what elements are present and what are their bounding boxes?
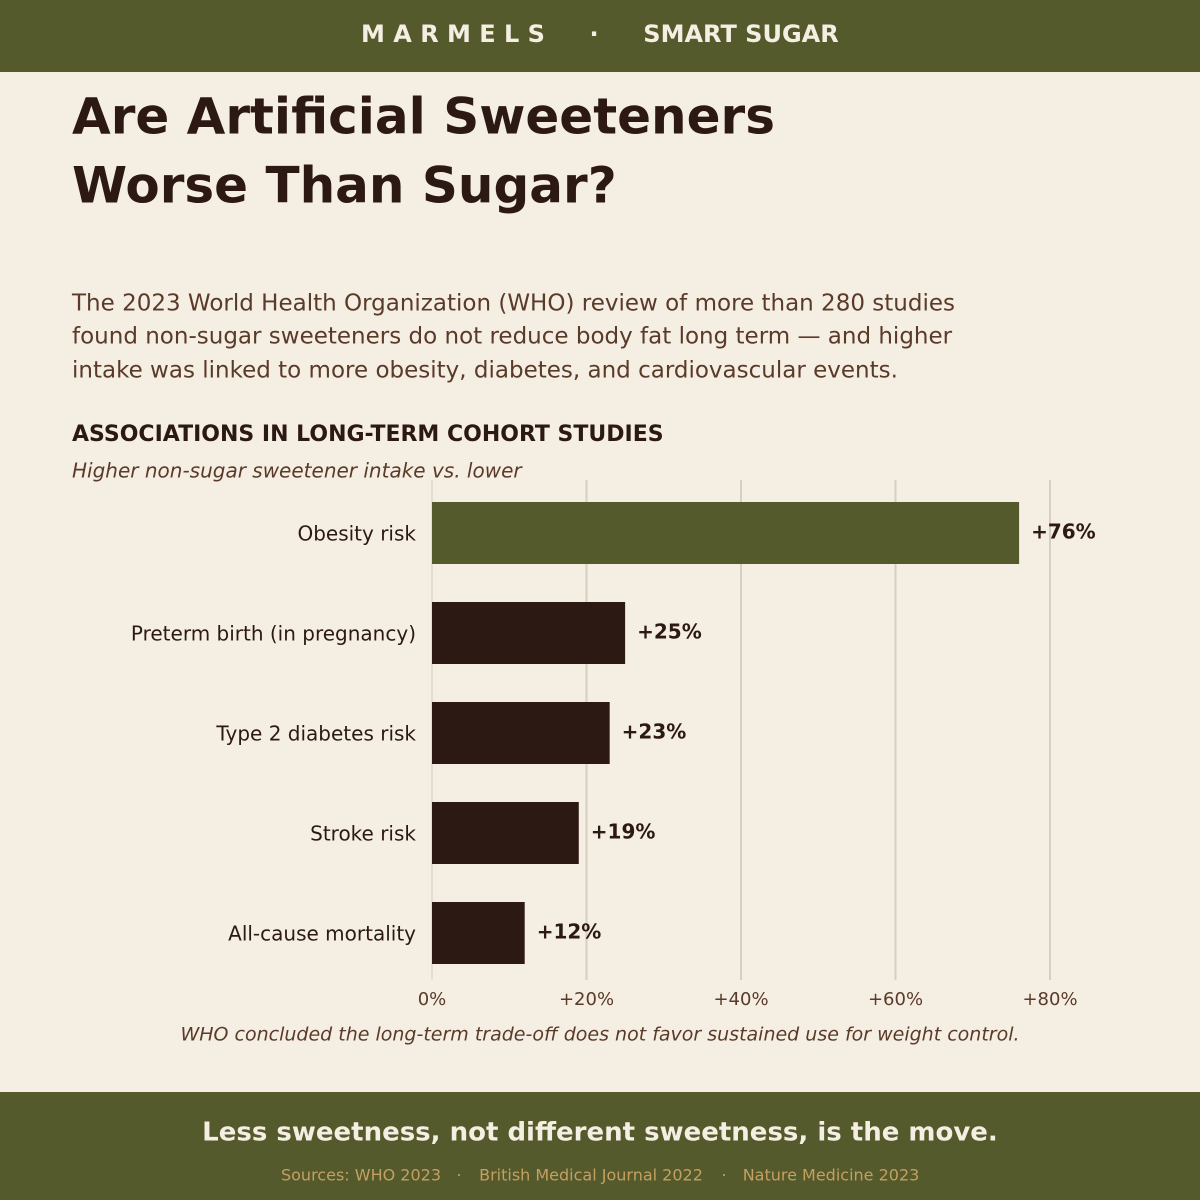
product: SMART SUGAR	[643, 20, 838, 48]
plot: 0% +20% +40% +60% +80% Obesity risk +76% Preter…	[131, 480, 1096, 1010]
brand: M A R M E L S	[361, 20, 545, 48]
y-tick-label: Stroke risk	[310, 822, 416, 846]
x-tick-label: +60%	[868, 989, 923, 1010]
y-tick-label: Type 2 diabetes risk	[215, 722, 416, 746]
footer-bar	[0, 1092, 1200, 1200]
source-separator: ·	[721, 1166, 726, 1185]
bar	[432, 902, 525, 964]
y-tick-label: All-cause mortality	[228, 922, 416, 946]
x-tick-label: +20%	[559, 989, 614, 1010]
bar	[432, 502, 1020, 564]
chart-title: ASSOCIATIONS IN LONG-TERM COHORT STUDIES	[72, 422, 664, 447]
bar	[432, 702, 610, 764]
bar	[432, 602, 626, 664]
source: Nature Medicine 2023	[743, 1166, 920, 1185]
intro-line: found non-sugar sweeteners do not reduce…	[72, 324, 953, 350]
source: British Medical Journal 2022	[479, 1166, 703, 1185]
value-label: +23%	[622, 720, 687, 744]
value-label: +76%	[1031, 520, 1096, 544]
value-label: +25%	[637, 620, 702, 644]
title-line: Worse Than Sugar?	[72, 157, 617, 215]
source-separator: ·	[456, 1166, 461, 1185]
header-bar	[0, 0, 1200, 72]
x-tick-label: 0%	[418, 989, 447, 1010]
chart-note: WHO concluded the long-term trade-off do…	[180, 1024, 1019, 1046]
tagline: Less sweetness, not different sweetness,…	[202, 1118, 998, 1148]
header-separator: ·	[589, 20, 598, 48]
chart-subtitle: Higher non-sugar sweetener intake vs. lo…	[72, 459, 523, 483]
intro-line: The 2023 World Health Organization (WHO)…	[71, 291, 955, 317]
x-tick-label: +80%	[1022, 989, 1077, 1010]
value-label: +12%	[537, 920, 602, 944]
x-tick-label: +40%	[713, 989, 768, 1010]
y-tick-label: Preterm birth (in pregnancy)	[131, 622, 416, 646]
intro-line: intake was linked to more obesity, diabe…	[72, 358, 898, 384]
y-tick-label: Obesity risk	[297, 522, 416, 546]
value-label: +19%	[591, 820, 656, 844]
title-line: Are Artificial Sweeteners	[72, 88, 775, 146]
source: Sources: WHO 2023	[281, 1166, 441, 1185]
bar	[432, 802, 579, 864]
